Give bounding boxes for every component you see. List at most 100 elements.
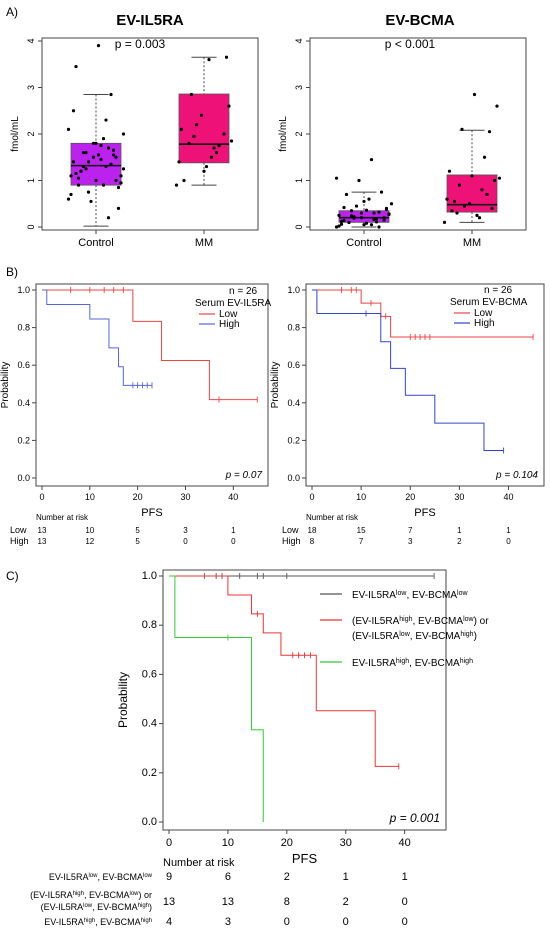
p-value-label: p = 0.001: [389, 811, 440, 825]
data-point: [337, 213, 341, 217]
y-tick-label: 2: [26, 131, 36, 136]
p-value-label: p = 0.07: [225, 470, 263, 481]
data-point: [477, 216, 482, 220]
data-point: [116, 206, 121, 210]
y-tick-label: 0.6: [287, 360, 300, 370]
data-point: [182, 178, 186, 183]
data-point: [442, 220, 447, 224]
y-tick-label: 3: [294, 85, 304, 90]
legend-title: Serum EV-IL5RA: [195, 298, 271, 309]
x-tick-label: 0: [166, 837, 172, 849]
data-point: [84, 151, 88, 155]
survival-curve-1: [312, 289, 504, 452]
data-point: [452, 199, 457, 204]
risk-value: 0: [231, 537, 236, 546]
data-point: [114, 178, 118, 183]
data-point: [76, 183, 81, 187]
x-tick-label: 20: [405, 492, 415, 502]
data-point: [202, 169, 206, 173]
data-point: [472, 92, 477, 97]
risk-value: 9: [166, 871, 172, 883]
n-label: n = 26: [229, 286, 258, 297]
data-point: [214, 151, 219, 155]
y-tick-label: 0.8: [17, 323, 30, 333]
risk-row-label: High: [282, 536, 301, 546]
data-point: [384, 207, 389, 211]
risk-row-label: (EV-IL5RAlow, EV-BCMAhigh): [41, 902, 152, 912]
p-value-label: p < 0.001: [385, 37, 436, 51]
survival-curve-1: [42, 289, 152, 386]
data-point: [342, 205, 346, 210]
data-point: [81, 164, 86, 169]
risk-table-title: Number at risk: [163, 857, 235, 869]
x-axis-label: PFS: [141, 507, 162, 519]
y-tick-label: 0.0: [17, 473, 30, 483]
data-point: [84, 167, 88, 171]
data-point: [369, 157, 374, 162]
y-tick-label: 0.2: [17, 435, 30, 445]
data-point: [94, 141, 98, 145]
risk-value: 18: [308, 526, 317, 535]
y-tick-label: 0: [294, 224, 304, 229]
data-point: [342, 218, 346, 223]
y-axis-label: Probability: [116, 672, 130, 728]
data-point: [339, 219, 344, 224]
data-point: [86, 190, 91, 194]
y-tick-label: 0.6: [142, 668, 157, 680]
data-point: [194, 123, 199, 127]
data-point: [227, 104, 231, 108]
data-point: [177, 160, 181, 164]
data-point: [121, 132, 126, 136]
x-tick-label: MM: [463, 237, 481, 249]
y-tick-label: 0.2: [287, 435, 300, 445]
survival-curve-2: [169, 575, 264, 822]
data-point: [485, 192, 489, 197]
data-point: [377, 225, 381, 229]
data-point: [99, 144, 103, 148]
data-point: [334, 225, 339, 229]
risk-value: 10: [85, 526, 94, 535]
data-point: [106, 216, 111, 220]
x-tick-label: 20: [281, 837, 293, 849]
risk-row-label: EV-IL5RAlow, EV-BCMAlow: [49, 872, 153, 882]
data-point: [114, 155, 118, 159]
legend-label-high: High: [219, 319, 240, 330]
risk-value: 1: [343, 871, 349, 883]
x-tick-label: 0: [309, 492, 314, 502]
risk-row-label: EV-IL5RAhigh, EV-BCMAhigh: [44, 917, 152, 927]
risk-value: 8: [310, 537, 315, 546]
chart-a2-bcma-boxplot: EV-BCMA p < 0.001 fmol/mL 0 1 2 3 4 Control MM: [278, 12, 527, 249]
box-mm: [178, 93, 230, 164]
data-point: [217, 144, 221, 148]
chart-c-combined-km: 0.00.20.40.60.81.00 10 20 30 40PFSProbabilit…: [30, 569, 489, 928]
chart-a1-il5ra-boxplot: EV-IL5RA p = 0.003 fmol/mL 0 1 2 3 4 Control MM: [10, 12, 259, 249]
data-point: [445, 197, 449, 201]
risk-row-label: Low: [282, 525, 299, 535]
data-point: [362, 199, 366, 204]
data-point: [367, 197, 371, 201]
legend-label-1: (EV-IL5RAlow, EV-BCMAhigh): [352, 631, 477, 643]
data-point: [450, 209, 454, 213]
risk-value: 2: [457, 537, 462, 546]
risk-row-label: High: [10, 536, 29, 546]
data-point: [344, 192, 349, 197]
data-point: [382, 218, 386, 222]
risk-row-label: Low: [10, 525, 27, 535]
risk-value: 0: [183, 537, 188, 546]
data-point: [111, 148, 116, 152]
x-tick-label: Control: [78, 237, 113, 249]
y-tick-label: 3: [26, 85, 36, 90]
y-tick-label: 2: [294, 131, 304, 136]
data-point: [104, 118, 108, 122]
plot-frame: [162, 569, 447, 831]
data-point: [101, 183, 106, 187]
survival-curve-0: [42, 289, 258, 401]
data-point: [372, 217, 376, 222]
x-tick-label: 10: [356, 492, 366, 502]
y-tick-label: 1.0: [17, 285, 30, 295]
data-point: [462, 204, 467, 208]
legend-label-low: Low: [219, 309, 238, 320]
data-point: [364, 208, 369, 212]
risk-table-title: Number at risk: [306, 513, 359, 522]
y-axis-label: Probability: [0, 362, 11, 409]
